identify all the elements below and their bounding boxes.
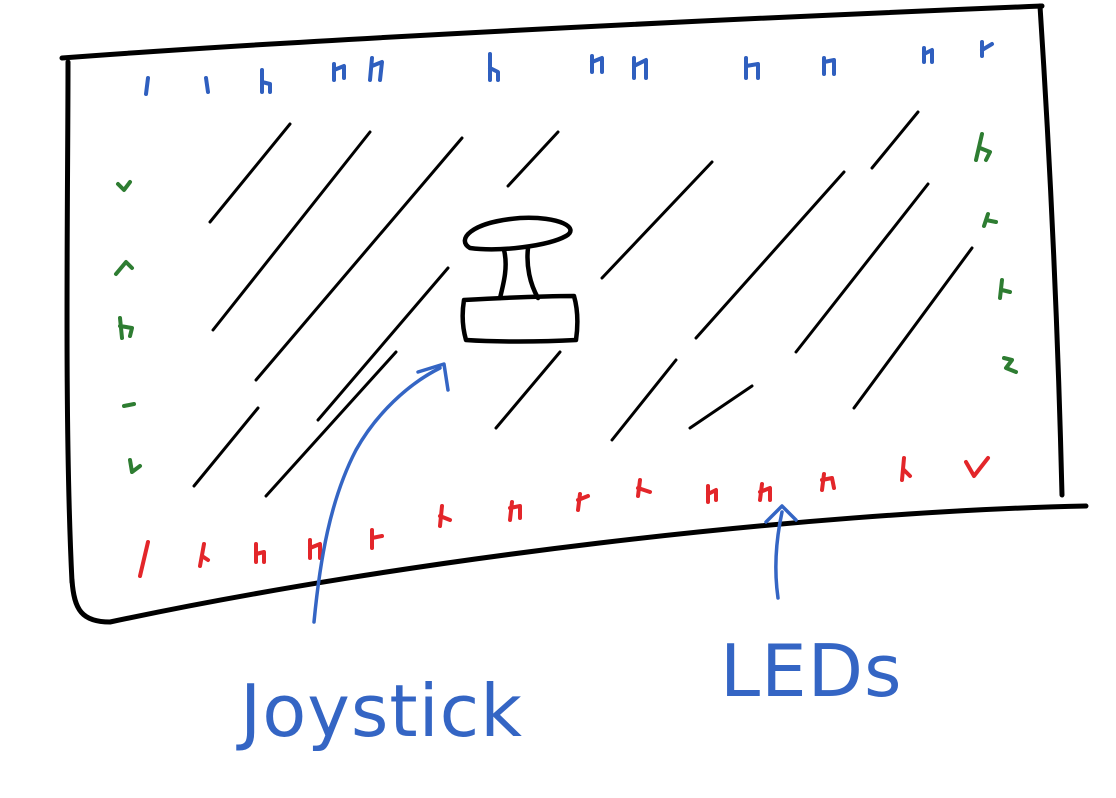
panel-hatching — [192, 110, 974, 498]
joystick-label: Joystick — [236, 669, 523, 753]
led-row-top — [144, 40, 994, 96]
joystick-icon — [460, 215, 580, 344]
leds-label: LEDs — [720, 629, 903, 713]
led-column-left — [114, 180, 142, 474]
joystick-arrow — [312, 362, 450, 624]
leds-arrow — [764, 504, 798, 600]
device-outline — [59, 3, 1089, 625]
led-row-bottom — [138, 456, 990, 578]
led-column-right — [974, 132, 1018, 374]
